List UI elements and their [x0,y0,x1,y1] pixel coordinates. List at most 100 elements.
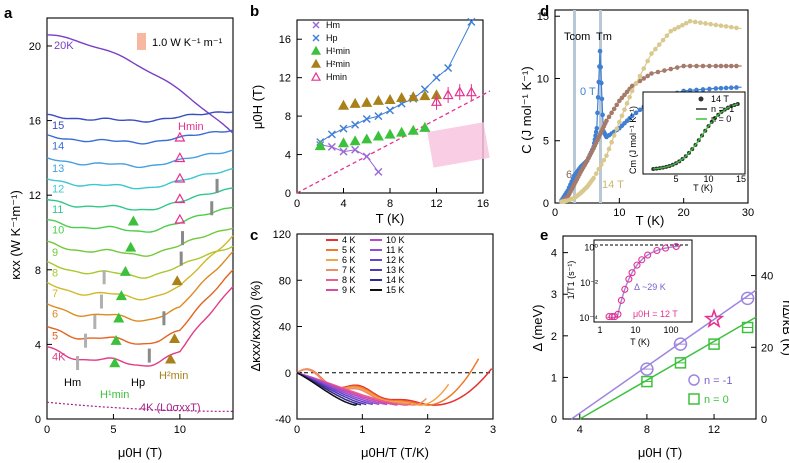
a-hp-tick [179,251,183,266]
panel-c-label: c [250,227,258,244]
a-curve-label: 5 [52,331,58,343]
e-inset-xtick-label: 10 [631,325,641,335]
d-point [676,24,681,30]
e-ytick-label: 0 [551,414,557,426]
e-inset-point [638,256,646,264]
b-point-tri [384,94,396,104]
d-point [617,98,622,104]
a-hp-tick [210,201,214,216]
a-ytick-label: 16 [29,116,41,128]
d-point [723,85,729,91]
d-point [700,87,706,92]
b-ytick-label: 0 [285,188,291,200]
a-hm-tick [93,315,97,330]
panel-d-ticks: 0 10 20 30 0 5 10 15 [537,11,754,219]
panel-e-legend: n = -1 n = 0 [688,374,732,406]
e-ytick-label: 2 [551,331,557,343]
tcom-band [573,10,576,203]
d-point [668,28,674,34]
d-point [611,133,617,138]
b-point-tri [349,135,361,146]
b-point-tri [337,99,350,110]
c-legend-label: 6 K [342,255,356,265]
e-legend-label: n = 0 [704,394,729,406]
a-h2min-marker [169,333,181,343]
d-point [593,171,599,176]
d-point [599,162,604,167]
d-point [692,19,698,25]
b-point-x-b [374,112,383,121]
b-point-x [351,120,360,129]
c-ytick-label: 0 [285,368,291,380]
b-point-x [432,73,441,82]
panel-d-inset: 5 10 15 14 Tn = -1n = 0 [651,94,746,184]
d-point [707,63,712,69]
b-point-x [362,114,371,123]
d-point [598,64,603,70]
a-h1min-marker [115,290,127,301]
e-y2tick-label: 40 [761,271,773,283]
d-point [624,89,630,95]
d-point [728,63,734,69]
b-point-tri [407,91,419,102]
a-ytick-label: 8 [35,265,41,277]
c-xtick-label: 3 [490,424,496,436]
panel-e-inset-frame [593,239,693,323]
d-point [687,63,693,69]
d-point [718,85,724,91]
e-inset-point [644,251,652,259]
a-curve-8 [46,245,234,279]
d-point [694,63,699,69]
a-hmin-marker [174,131,186,142]
d-point [614,126,620,132]
b-legend-marker [310,45,322,55]
b-line-1 [320,21,472,143]
e-ytick-label: 1 [551,372,557,384]
b-legend-label: Hm [326,20,340,30]
b-legend-marker-b [312,21,320,29]
e-inset-point [672,242,680,251]
d-point [728,85,734,90]
a-curve-label: 4K [52,351,66,363]
c-ytick-label: -40 [275,414,291,426]
a-curve-label: 8 [52,267,58,279]
b-legend-label: H¹min [326,46,350,56]
e-fit-violet [570,289,757,420]
d-point [622,107,627,112]
b-point-x-b [420,85,429,94]
e-y2tick-label: 0 [761,414,767,426]
c-ytick-label: 80 [279,275,291,287]
d-xtick-label: 20 [678,207,690,219]
e-inset-xtick-label: 1 [597,325,602,335]
hmin-highlight-band [427,122,490,168]
c-ytick-label: 40 [279,322,291,334]
d-point [614,102,620,108]
d-point [734,63,739,69]
a-curve-15 [46,111,234,123]
b-point-x-b [339,124,348,133]
d-point [683,20,689,26]
panel-e-ylabel: Δ (meV) [530,305,545,352]
b-point-tri [372,130,384,141]
d-point [591,175,596,181]
d-point [633,81,639,86]
b-point-x-b [386,106,394,115]
panel-c-legend: 4 K5 K6 K7 K8 K9 K 10 K11 K12 K13 K14 K15… [326,235,405,295]
a-hp-tick [181,231,185,246]
a-curve-9 [46,227,234,257]
d-point [681,63,686,69]
b-xtick-label: 12 [430,198,442,210]
d-point [698,20,703,26]
a-hm-tick [76,356,80,371]
panel-d-xlabel: T (K) [636,213,665,228]
b-point-x-b [362,114,371,123]
d-ytick-label: 0 [543,198,549,210]
a-curve-label: 7 [52,288,58,300]
d-point [656,42,662,47]
panel-e-inset-xlabel: T (K) [630,337,650,347]
a-curve-20K [46,34,234,134]
a-h1min-marker [110,334,122,345]
d-point [596,166,602,172]
panel-c-ylabel: Δκxx/κxx(0) (%) [248,280,263,371]
